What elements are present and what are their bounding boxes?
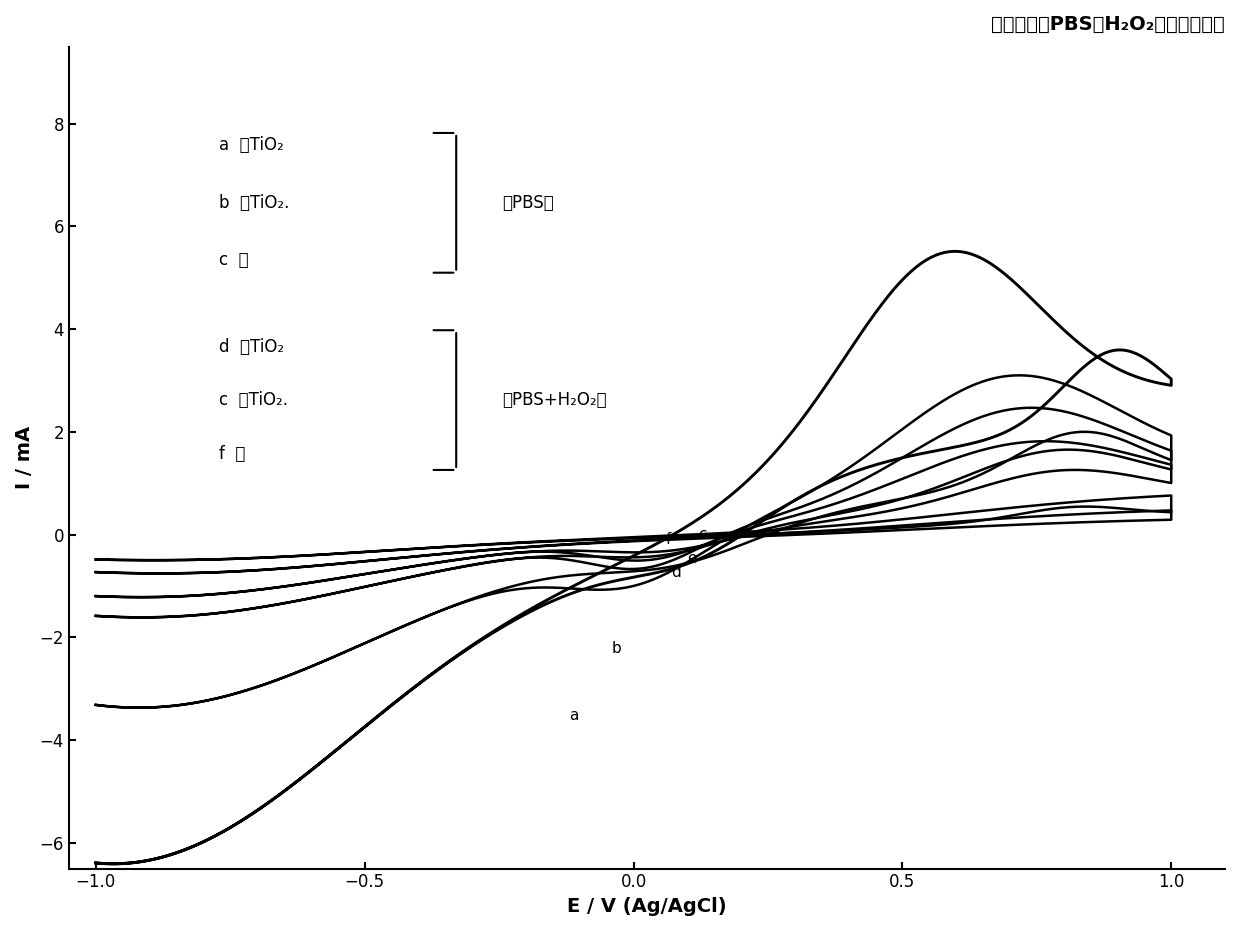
Text: 在PBS+H₂O₂中: 在PBS+H₂O₂中 bbox=[502, 391, 608, 409]
Text: a  扯TiO₂: a 扯TiO₂ bbox=[219, 136, 284, 155]
Text: 不同电极在PBS与H₂O₂溶液里的比较: 不同电极在PBS与H₂O₂溶液里的比较 bbox=[991, 15, 1225, 34]
Text: b: b bbox=[613, 641, 621, 655]
Text: d  扯TiO₂: d 扯TiO₂ bbox=[219, 338, 284, 356]
Text: e: e bbox=[687, 551, 697, 566]
Text: f: f bbox=[666, 532, 671, 546]
Text: f  裸: f 裸 bbox=[219, 444, 246, 463]
Text: d: d bbox=[671, 565, 681, 580]
Text: c  涂TiO₂.: c 涂TiO₂. bbox=[219, 391, 288, 409]
Y-axis label: I / mA: I / mA bbox=[15, 426, 33, 489]
Text: a: a bbox=[569, 708, 578, 722]
X-axis label: E / V (Ag/AgCl): E / V (Ag/AgCl) bbox=[567, 897, 727, 916]
Text: c  裸: c 裸 bbox=[219, 251, 249, 269]
Text: c: c bbox=[698, 527, 707, 542]
Text: 在PBS中: 在PBS中 bbox=[502, 194, 554, 212]
Text: b  涂TiO₂.: b 涂TiO₂. bbox=[219, 194, 290, 212]
